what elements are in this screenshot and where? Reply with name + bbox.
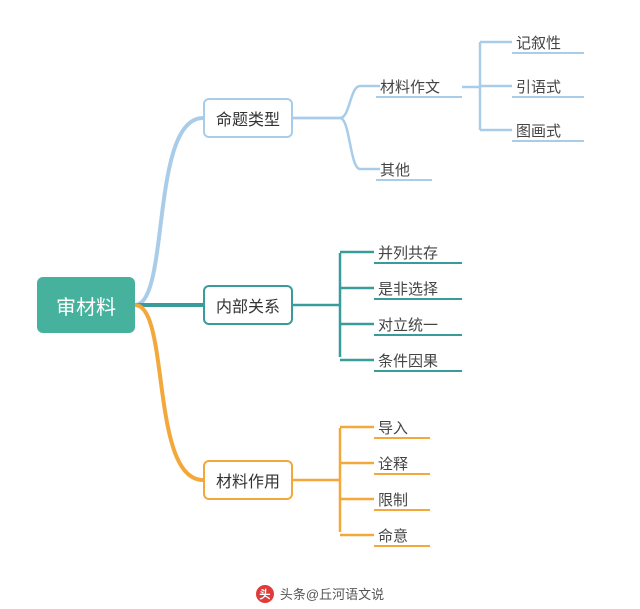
mindmap-canvas: 审材料 命题类型 材料作文 记叙性引语式图画式其他内部关系 并列共存是非选择对立统一条件… — [0, 0, 640, 609]
node-b1c1g3: 图画式 — [516, 119, 572, 141]
node-b3c2: 诠释 — [378, 452, 418, 474]
branch-b1: 命题类型 — [203, 98, 293, 138]
node-b3c3: 限制 — [378, 488, 418, 510]
node-b2c3: 对立统一 — [378, 313, 450, 335]
root-node: 审材料 — [37, 277, 135, 333]
node-b1c1g2: 引语式 — [516, 75, 572, 97]
node-b2c4: 条件因果 — [378, 349, 450, 371]
node-b1c2: 其他 — [380, 158, 420, 180]
node-b1c1: 材料作文 — [380, 75, 450, 97]
branch-b2: 内部关系 — [203, 285, 293, 325]
node-b1c1g1: 记叙性 — [516, 31, 572, 53]
node-b3c1: 导入 — [378, 416, 418, 438]
footer-logo-icon: 头 — [256, 585, 274, 603]
footer-text: 头条@丘河语文说 — [280, 584, 384, 603]
footer-attribution: 头头条@丘河语文说 — [0, 584, 640, 603]
node-b3c4: 命意 — [378, 524, 418, 546]
branch-b3: 材料作用 — [203, 460, 293, 500]
node-b2c2: 是非选择 — [378, 277, 450, 299]
node-b2c1: 并列共存 — [378, 241, 450, 263]
